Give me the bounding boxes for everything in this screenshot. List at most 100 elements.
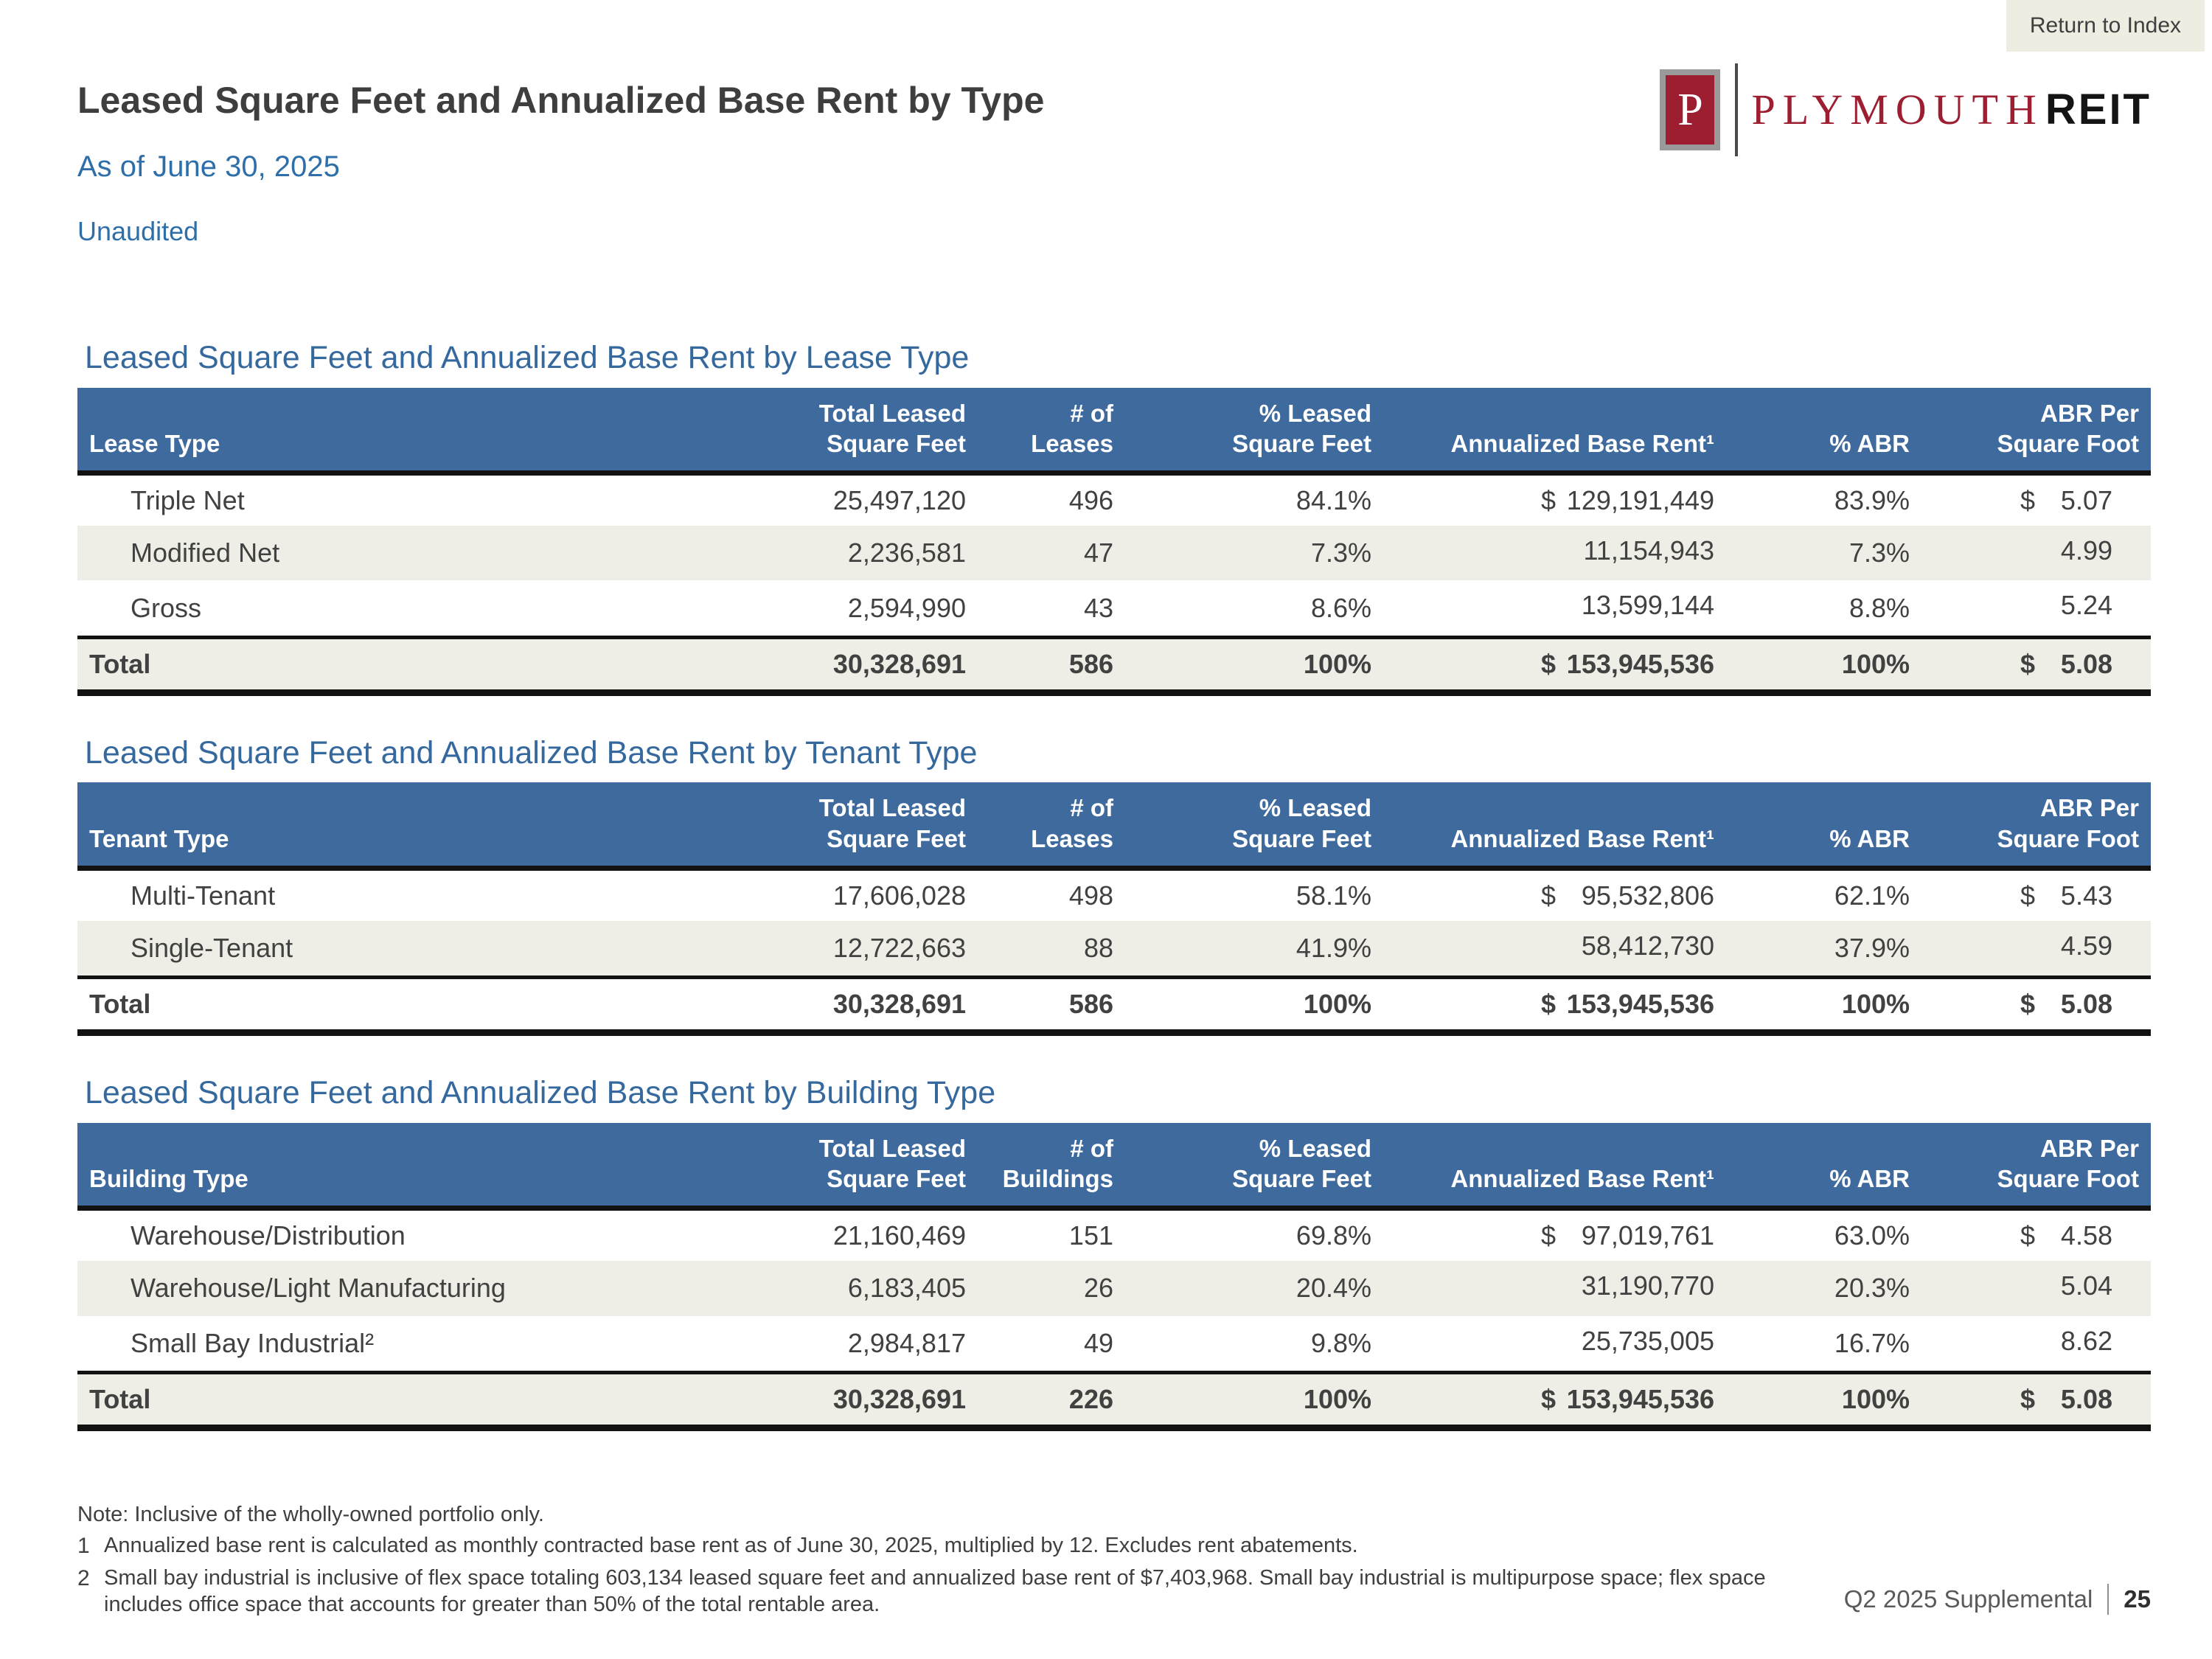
pct-abr-cell: 100%: [1729, 636, 1924, 696]
row-label-cell: Warehouse/Distribution: [131, 1220, 406, 1251]
header-row: Lease Type Total Leased Square Feet # of…: [77, 387, 2151, 476]
col-header-total-sqft: Total Leased Square Feet: [737, 1122, 981, 1211]
section-by-lease-type: Leased Square Feet and Annualized Base R…: [77, 339, 2151, 696]
footer-label: Q2 2025 Supplemental: [1843, 1585, 2093, 1613]
abr-cell: 13,599,144: [1386, 580, 1729, 637]
footnote-line: 2 Small bay industrial is inclusive of f…: [77, 1565, 1821, 1618]
col-header-pct-leased: % Leased Square Feet: [1128, 782, 1386, 871]
pct-leased-cell: 100%: [1128, 1371, 1386, 1432]
return-to-index-button[interactable]: Return to Index: [2006, 0, 2205, 52]
header-row: Tenant Type Total Leased Square Feet # o…: [77, 782, 2151, 871]
abr-psf-cell: $5.08: [1924, 636, 2151, 696]
col-header-pct-abr: % ABR: [1729, 387, 1924, 476]
amount-value: 153,945,536: [1566, 989, 1714, 1020]
footnote-line: 1 Annualized base rent is calculated as …: [77, 1532, 1821, 1560]
count-cell: 88: [1083, 933, 1113, 964]
tables-area: Leased Square Feet and Annualized Base R…: [77, 339, 2151, 1432]
count-cell: 586: [981, 636, 1128, 696]
total-row: Total 30,328,691 586 100% $153,945,536 100% $5…: [77, 636, 2151, 696]
abr-psf-cell: $5.08: [1924, 1371, 2151, 1432]
total-sqft-cell: 2,236,581: [847, 538, 966, 568]
row-label-cell: Total: [77, 1371, 737, 1432]
amount-value: 5.08: [2060, 989, 2112, 1020]
total-sqft-cell: 30,328,691: [737, 1371, 981, 1432]
abr-psf-cell: 4.99: [1924, 526, 2151, 581]
pct-leased-cell: 84.1%: [1295, 485, 1371, 516]
title-block: Leased Square Feet and Annualized Base R…: [77, 80, 1044, 247]
section-by-building-type: Leased Square Feet and Annualized Base R…: [77, 1074, 2151, 1432]
abr-cell: $129,191,449: [1386, 473, 1729, 526]
row-label-cell: Triple Net: [131, 485, 245, 516]
tenant-type-table: Tenant Type Total Leased Square Feet # o…: [77, 782, 2151, 1037]
abr-cell: $153,945,536: [1386, 975, 1729, 1037]
pct-abr-cell: 83.9%: [1834, 485, 1910, 516]
currency-symbol: $: [1541, 989, 1557, 1020]
tenant-type-table-body: Multi-Tenant 17,606,028 498 58.1% $95,532,80…: [77, 868, 2151, 1037]
row-label-cell: Multi-Tenant: [131, 880, 276, 911]
abr-psf-cell: 5.04: [1924, 1261, 2151, 1316]
logo-monogram-box: P: [1660, 69, 1721, 150]
col-header-annualized-base-rent: Annualized Base Rent¹: [1386, 387, 1729, 476]
amount-value: 5.08: [2060, 649, 2112, 680]
amount-value: 153,945,536: [1566, 1384, 1714, 1415]
table-row: Small Bay Industrial² 2,984,817 49 9.8% 25,7…: [77, 1316, 2151, 1373]
building-type-table: Building Type Total Leased Square Feet #…: [77, 1122, 2151, 1432]
abr-psf-cell: $5.07: [1924, 473, 2151, 526]
col-header-pct-abr: % ABR: [1729, 1122, 1924, 1211]
as-of-date: As of June 30, 2025: [77, 150, 340, 183]
amount-value: 5.24: [2060, 590, 2112, 621]
table-row: Single-Tenant 12,722,663 88 41.9% 58,412,730…: [77, 920, 2151, 978]
total-row: Total 30,328,691 586 100% $153,945,536 100% $5…: [77, 975, 2151, 1037]
abr-psf-cell: $5.43: [1924, 868, 2151, 920]
amount-value: 153,945,536: [1566, 649, 1714, 680]
logo-wordmark: PLYMOUTH: [1751, 86, 2044, 133]
logo-monogram-letter: P: [1677, 85, 1703, 135]
amount-value: 25,735,005: [1581, 1325, 1714, 1356]
col-header-abr-per-sqft: ABR Per Square Foot: [1924, 387, 2151, 476]
col-header-type: Tenant Type: [77, 782, 737, 871]
count-cell: 226: [981, 1371, 1128, 1432]
col-header-total-sqft: Total Leased Square Feet: [737, 782, 981, 871]
pct-leased-cell: 20.4%: [1295, 1273, 1371, 1304]
abr-cell: 11,154,943: [1386, 526, 1729, 581]
total-sqft-cell: 2,594,990: [847, 592, 966, 623]
currency-symbol: $: [2020, 989, 2036, 1020]
abr-psf-cell: 4.59: [1924, 921, 2151, 978]
amount-value: 97,019,761: [1581, 1220, 1714, 1251]
count-cell: 26: [1083, 1273, 1113, 1304]
page-footer: Q2 2025 Supplemental 25: [1844, 1584, 2151, 1618]
total-row: Total 30,328,691 226 100% $153,945,536 100% $5…: [77, 1371, 2151, 1432]
pct-abr-cell: 20.3%: [1834, 1273, 1910, 1304]
abr-cell: $153,945,536: [1386, 1371, 1729, 1432]
pct-abr-cell: 62.1%: [1834, 880, 1910, 911]
count-cell: 498: [1068, 880, 1113, 911]
bottom-area: Note: Inclusive of the wholly-owned port…: [77, 1501, 2151, 1618]
pct-abr-cell: 7.3%: [1848, 538, 1910, 568]
amount-value: 4.58: [2060, 1220, 2112, 1251]
footnote-line: Note: Inclusive of the wholly-owned port…: [77, 1501, 1821, 1528]
table-row: Warehouse/Light Manufacturing 6,183,405 26…: [77, 1261, 2151, 1316]
col-header-abr-per-sqft: ABR Per Square Foot: [1924, 1122, 2151, 1211]
lease-type-table-body: Triple Net 25,497,120 496 84.1% $129,191,449…: [77, 473, 2151, 696]
table-row: Triple Net 25,497,120 496 84.1% $129,191,449…: [77, 473, 2151, 526]
footer-page-number: 25: [2124, 1585, 2151, 1613]
col-header-annualized-base-rent: Annualized Base Rent¹: [1386, 782, 1729, 871]
total-sqft-cell: 25,497,120: [832, 485, 966, 516]
abr-cell: 25,735,005: [1386, 1316, 1729, 1373]
currency-symbol: $: [1541, 649, 1557, 680]
amount-value: 5.07: [2060, 485, 2112, 516]
row-label-cell: Modified Net: [131, 538, 280, 568]
amount-value: 58,412,730: [1581, 930, 1714, 961]
col-header-count: # of Leases: [981, 387, 1128, 476]
footnote-text: Note: Inclusive of the wholly-owned port…: [77, 1502, 544, 1526]
col-header-total-sqft: Total Leased Square Feet: [737, 387, 981, 476]
table-row: Gross 2,594,990 43 8.6% 13,599,144 8.8% 5.24: [77, 580, 2151, 637]
count-cell: 43: [1083, 592, 1113, 623]
page-title: Leased Square Feet and Annualized Base R…: [77, 80, 1045, 121]
abr-psf-cell: $4.58: [1924, 1208, 2151, 1261]
col-header-pct-leased: % Leased Square Feet: [1128, 1122, 1386, 1211]
total-sqft-cell: 2,984,817: [847, 1328, 966, 1359]
pct-abr-cell: 100%: [1729, 1371, 1924, 1432]
footnotes: Note: Inclusive of the wholly-owned port…: [77, 1501, 1821, 1618]
